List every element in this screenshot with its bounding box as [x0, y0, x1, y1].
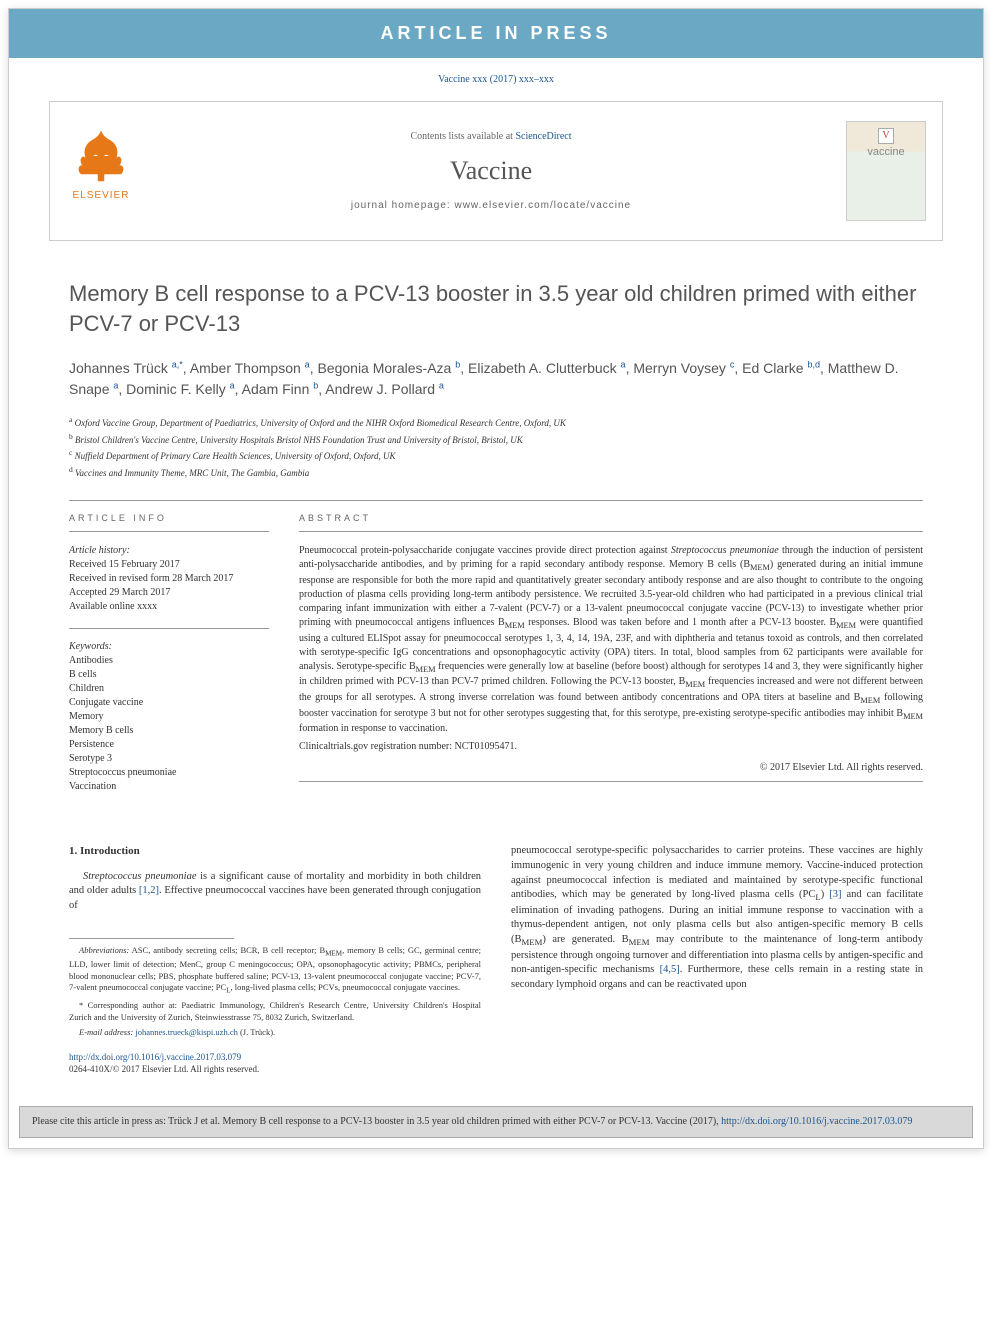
keyword: Persistence [69, 738, 269, 752]
cite-text: Please cite this article in press as: Tr… [32, 1116, 721, 1127]
article-content: Memory B cell response to a PCV-13 boost… [9, 249, 983, 1096]
journal-homepage: journal homepage: www.elsevier.com/locat… [136, 200, 846, 211]
divider [69, 500, 923, 501]
page-container: ARTICLE IN PRESS Vaccine xxx (2017) xxx–… [8, 8, 984, 1149]
journal-cover-thumbnail: V vaccine [846, 121, 926, 221]
article-info-column: ARTICLE INFO Article history: Received 1… [69, 513, 269, 794]
abstract-text: Pneumococcal protein-polysaccharide conj… [299, 544, 923, 736]
doi-copyright: 0264-410X/© 2017 Elsevier Ltd. All right… [69, 1064, 259, 1074]
abstract-copyright: © 2017 Elsevier Ltd. All rights reserved… [299, 762, 923, 773]
abstract-heading: ABSTRACT [299, 513, 923, 523]
cover-title: vaccine [867, 146, 904, 158]
article-info-heading: ARTICLE INFO [69, 513, 269, 523]
history-label: Article history: [69, 544, 269, 558]
right-column: pneumococcal serotype-specific polysacch… [511, 844, 923, 1075]
authors-list: Johannes Trück a,*, Amber Thompson a, Be… [69, 358, 923, 400]
history-line: Accepted 29 March 2017 [69, 586, 269, 600]
intro-paragraph-2: pneumococcal serotype-specific polysacch… [511, 844, 923, 992]
sciencedirect-link[interactable]: ScienceDirect [515, 131, 571, 142]
elsevier-tree-icon [71, 126, 131, 186]
history-line: Received in revised form 28 March 2017 [69, 572, 269, 586]
keyword: B cells [69, 668, 269, 682]
cover-v-icon: V [878, 128, 894, 144]
email-label: E-mail address: [79, 1027, 135, 1037]
divider [299, 531, 923, 532]
abstract-column: ABSTRACT Pneumococcal protein-polysaccha… [299, 513, 923, 794]
intro-paragraph-1: Streptococcus pneumoniae is a significan… [69, 870, 481, 914]
left-column: 1. Introduction Streptococcus pneumoniae… [69, 844, 481, 1075]
introduction-heading: 1. Introduction [69, 844, 481, 859]
article-history: Article history: Received 15 February 20… [69, 544, 269, 614]
divider [69, 628, 269, 629]
journal-header: ELSEVIER Contents lists available at Sci… [49, 101, 943, 241]
abbreviations-footnote: Abbreviations: ASC, antibody secreting c… [69, 945, 481, 996]
keyword: Children [69, 682, 269, 696]
journal-name: Vaccine [136, 156, 846, 186]
keywords-list: AntibodiesB cellsChildrenConjugate vacci… [69, 654, 269, 794]
keyword: Conjugate vaccine [69, 696, 269, 710]
elsevier-logo: ELSEVIER [66, 126, 136, 216]
cite-footer: Please cite this article in press as: Tr… [19, 1106, 973, 1138]
footnotes: Abbreviations: ASC, antibody secreting c… [69, 945, 481, 1039]
history-line: Received 15 February 2017 [69, 558, 269, 572]
article-in-press-banner: ARTICLE IN PRESS [9, 9, 983, 58]
article-title: Memory B cell response to a PCV-13 boost… [69, 279, 923, 338]
info-abstract-row: ARTICLE INFO Article history: Received 1… [69, 513, 923, 794]
affiliations-list: a Oxford Vaccine Group, Department of Pa… [69, 414, 923, 480]
divider [69, 531, 269, 532]
contents-line: Contents lists available at ScienceDirec… [136, 131, 846, 142]
registration-number: Clinicaltrials.gov registration number: … [299, 740, 923, 754]
contents-prefix: Contents lists available at [410, 131, 515, 142]
keyword: Serotype 3 [69, 752, 269, 766]
email-footnote: E-mail address: johannes.trueck@kispi.uz… [69, 1027, 481, 1038]
divider [299, 781, 923, 782]
doi-block: http://dx.doi.org/10.1016/j.vaccine.2017… [69, 1051, 481, 1076]
keyword: Memory B cells [69, 724, 269, 738]
keywords-label: Keywords: [69, 641, 269, 652]
keyword: Vaccination [69, 780, 269, 794]
header-center: Contents lists available at ScienceDirec… [136, 131, 846, 211]
footnotes-divider [69, 938, 234, 939]
corresponding-email-link[interactable]: johannes.trueck@kispi.uzh.ch [135, 1027, 237, 1037]
keyword: Memory [69, 710, 269, 724]
doi-link[interactable]: http://dx.doi.org/10.1016/j.vaccine.2017… [69, 1052, 241, 1062]
elsevier-label: ELSEVIER [73, 190, 130, 201]
keyword: Streptococcus pneumoniae [69, 766, 269, 780]
cite-doi-link[interactable]: http://dx.doi.org/10.1016/j.vaccine.2017… [721, 1116, 912, 1127]
history-line: Available online xxxx [69, 600, 269, 614]
citation-line: Vaccine xxx (2017) xxx–xxx [9, 58, 983, 93]
keyword: Antibodies [69, 654, 269, 668]
body-columns: 1. Introduction Streptococcus pneumoniae… [69, 844, 923, 1075]
email-suffix: (J. Trück). [238, 1027, 275, 1037]
corresponding-author-footnote: * Corresponding author at: Paediatric Im… [69, 1000, 481, 1023]
